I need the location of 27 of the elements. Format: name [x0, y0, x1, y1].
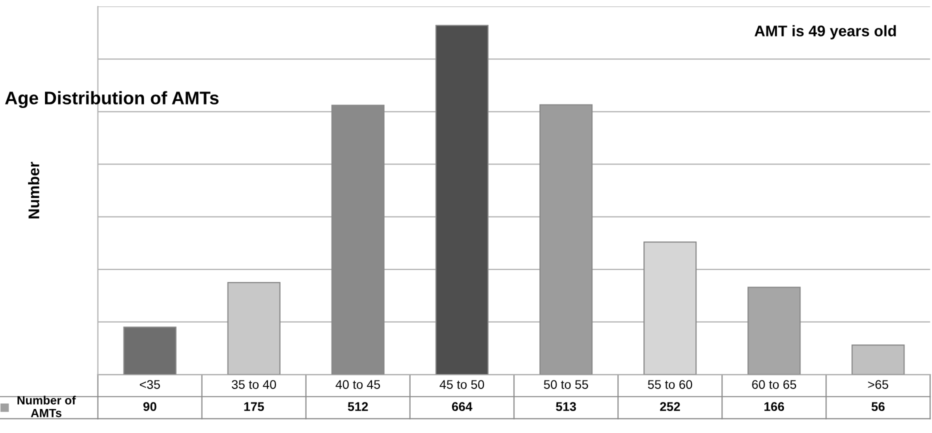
x-tick-label: <35: [140, 380, 160, 389]
x-tick-label: 40 to 45: [336, 380, 380, 389]
data-label: 252: [660, 402, 680, 412]
x-tick-label: >65: [868, 380, 888, 389]
x-tick-label: 60 to 65: [752, 380, 796, 389]
bar: [123, 326, 176, 375]
x-tick-label: 35 to 40: [232, 380, 276, 389]
x-tick-label: 55 to 60: [648, 380, 692, 389]
x-tick-label: 50 to 55: [544, 380, 588, 389]
data-label: 90: [143, 402, 156, 412]
data-label: 664: [452, 402, 472, 412]
data-label: 175: [244, 402, 264, 412]
x-tick-label: 45 to 50: [440, 380, 484, 389]
bar: [643, 241, 697, 375]
bar: [435, 24, 489, 375]
data-label: 56: [872, 402, 885, 412]
data-label: 166: [764, 402, 784, 412]
bar: [227, 282, 280, 375]
text: Age Distribution of AMTs: [5, 91, 219, 108]
legend-label: Number of AMTs: [18, 396, 76, 418]
bar: [331, 104, 385, 375]
data-label: 513: [556, 402, 576, 412]
bar: [539, 104, 593, 375]
annotation: AMT is 49 years old: [754, 25, 896, 40]
y-axis-title: Number: [28, 162, 40, 218]
bar: [852, 344, 905, 375]
data-label: 512: [348, 402, 368, 412]
